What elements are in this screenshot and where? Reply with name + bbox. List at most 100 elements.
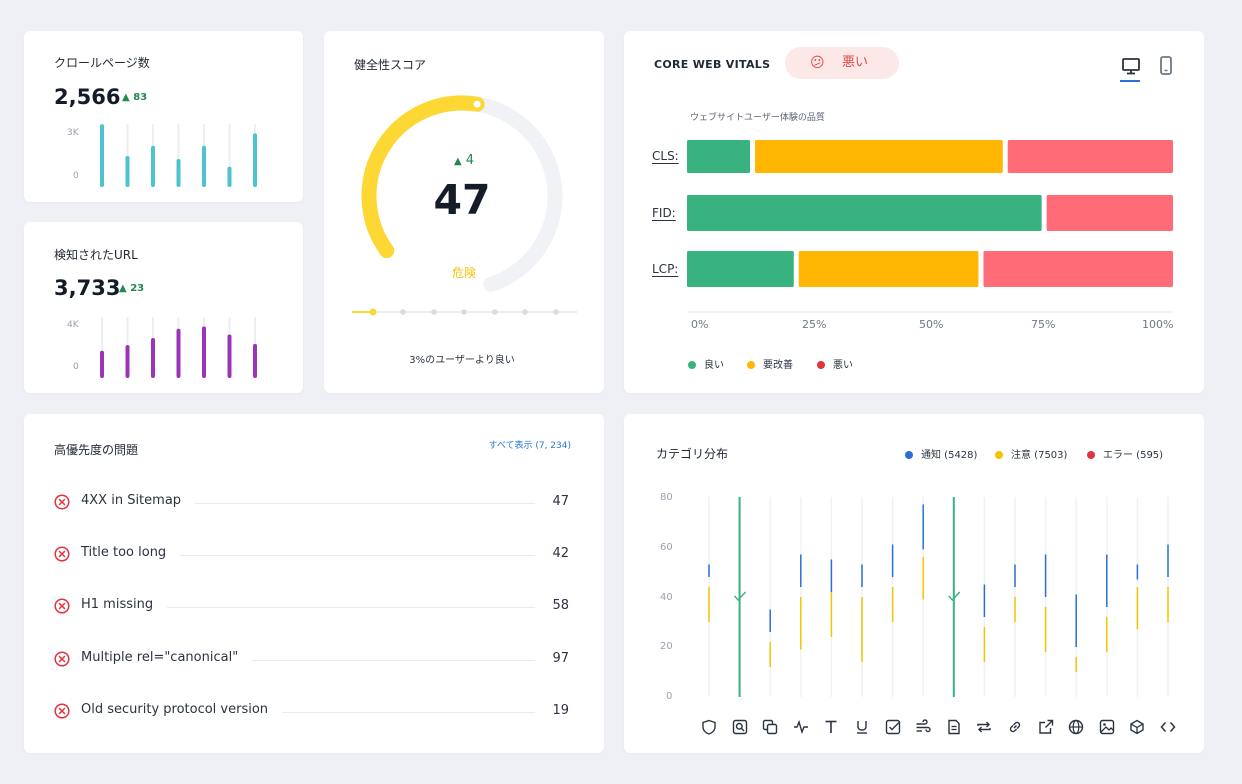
category-ytick: 0 xyxy=(666,691,673,702)
issues-title: 高優先度の問題 xyxy=(54,443,139,457)
category-ytick: 40 xyxy=(660,592,673,603)
detected-axis-bottom: 0 xyxy=(73,362,79,372)
cwv-stacked-bar-chart xyxy=(687,140,1173,313)
cwv-bar-segment xyxy=(1007,140,1173,173)
cwv-bar-segment xyxy=(687,140,751,173)
legend-label: 悪い xyxy=(833,360,853,371)
shield-category-button[interactable] xyxy=(700,718,718,736)
link-icon xyxy=(1009,721,1021,733)
gauge-knob xyxy=(473,100,481,108)
code-category-button[interactable] xyxy=(1159,718,1177,736)
issue-count: 58 xyxy=(552,598,569,613)
up-arrow-icon: ▲ xyxy=(122,92,130,103)
legend-dot xyxy=(688,361,696,369)
high-priority-issues-card: 高優先度の問題 すべて表示 (7, 234) 4XX in Sitemap 47 T… xyxy=(24,414,604,753)
globe-category-button[interactable] xyxy=(1067,718,1085,736)
underline-icon xyxy=(857,721,867,734)
error-circle-icon xyxy=(54,598,70,614)
copy-category-button[interactable] xyxy=(761,718,779,736)
crawled-pages-card: クロールページ数 2,566 ▲ 83 3K 0 xyxy=(24,31,303,202)
progress-dot xyxy=(522,309,528,315)
progress-dot xyxy=(461,309,467,315)
progress-dot xyxy=(553,309,559,315)
cwv-status-badge: 😕 悪い xyxy=(785,47,899,79)
cwv-xtick: 0% xyxy=(691,318,709,331)
legend-label: エラー (595) xyxy=(1103,450,1164,461)
cube-category-button[interactable] xyxy=(1128,718,1146,736)
issue-row[interactable]: 4XX in Sitemap 47 xyxy=(54,491,569,515)
checkbox-icon xyxy=(885,719,900,735)
health-score-delta: ▲ 4 xyxy=(324,153,604,168)
detected-axis-top: 4K xyxy=(67,320,79,330)
cwv-bar-segment xyxy=(687,195,1042,231)
cwv-row-label-cls: CLS: xyxy=(652,149,679,163)
issue-name: Multiple rel="canonical" xyxy=(81,650,253,665)
progress-dot xyxy=(431,309,437,315)
image-category-button[interactable] xyxy=(1098,718,1116,736)
text-icon xyxy=(825,720,837,733)
copy-icon xyxy=(762,719,778,735)
category-legend-warning: 注意 (7503) xyxy=(995,446,1067,461)
category-icon-row xyxy=(694,716,1184,738)
legend-label: 注意 (7503) xyxy=(1011,450,1068,461)
repeat-category-button[interactable] xyxy=(975,718,993,736)
issue-leader-line xyxy=(81,555,535,556)
health-score-value: 47 xyxy=(433,176,491,224)
issue-leader-line xyxy=(81,607,535,608)
link-category-button[interactable] xyxy=(1006,718,1024,736)
document-icon xyxy=(948,719,960,735)
cwv-title: CORE WEB VITALS xyxy=(654,58,771,71)
legend-dot xyxy=(817,361,825,369)
category-distribution-chart xyxy=(708,497,1169,697)
health-score-status: 危険 xyxy=(451,266,476,280)
health-score-title: 健全性スコア xyxy=(354,58,427,72)
cube-icon xyxy=(1130,719,1145,735)
external-link-icon xyxy=(1038,719,1053,734)
issue-name: Title too long xyxy=(81,545,181,560)
underline-category-button[interactable] xyxy=(853,718,871,736)
checkbox-category-button[interactable] xyxy=(884,718,902,736)
cwv-subtitle: ウェブサイトユーザー体験の品質 xyxy=(690,113,825,123)
crawled-delta-value: 83 xyxy=(133,92,148,103)
issue-row[interactable]: Old security protocol version 19 xyxy=(54,700,569,724)
error-circle-icon xyxy=(54,651,70,667)
category-legend-notice: 通知 (5428) xyxy=(905,446,977,461)
wind-category-button[interactable] xyxy=(914,718,932,736)
gauge-fill xyxy=(361,95,485,259)
desktop-toggle[interactable] xyxy=(1120,55,1142,83)
issue-row[interactable]: H1 missing 58 xyxy=(54,595,569,619)
search-icon xyxy=(732,719,747,735)
search-category-button[interactable] xyxy=(731,718,749,736)
issue-row[interactable]: Title too long 42 xyxy=(54,543,569,567)
issue-name: 4XX in Sitemap xyxy=(81,493,196,508)
issue-count: 42 xyxy=(552,546,569,561)
up-arrow-icon: ▲ xyxy=(453,156,462,167)
issue-row[interactable]: Multiple rel="canonical" 97 xyxy=(54,648,569,672)
issue-count: 47 xyxy=(552,494,569,509)
issue-leader-line xyxy=(81,503,535,504)
cwv-bar-segment xyxy=(983,251,1173,287)
category-legend-error: エラー (595) xyxy=(1087,446,1163,461)
detected-urls-title: 検知されたURL xyxy=(54,248,138,262)
crawled-pages-title: クロールページ数 xyxy=(54,56,150,70)
cwv-bar-segment xyxy=(1046,195,1173,231)
issue-count: 97 xyxy=(552,651,569,666)
document-category-button[interactable] xyxy=(945,718,963,736)
cwv-legend-good: 良い xyxy=(688,356,724,371)
image-icon xyxy=(1099,719,1114,735)
desktop-icon xyxy=(1122,58,1140,75)
external-link-category-button[interactable] xyxy=(1037,718,1055,736)
view-all-link[interactable]: すべて表示 (7, 234) xyxy=(488,441,571,451)
mobile-toggle[interactable] xyxy=(1157,55,1175,79)
error-circle-icon xyxy=(54,703,70,719)
category-ytick: 60 xyxy=(660,542,673,553)
issue-name: H1 missing xyxy=(81,597,168,612)
detected-urls-card: 検知されたURL 3,733 ▲ 23 4K 0 xyxy=(24,222,303,393)
wind-icon xyxy=(916,719,931,733)
pulse-category-button[interactable] xyxy=(792,718,810,736)
legend-label: 要改善 xyxy=(763,360,793,371)
category-title: カテゴリ分布 xyxy=(656,447,729,461)
health-delta-value: 4 xyxy=(465,153,475,168)
cwv-bar-segment xyxy=(798,251,979,287)
text-category-button[interactable] xyxy=(822,718,840,736)
